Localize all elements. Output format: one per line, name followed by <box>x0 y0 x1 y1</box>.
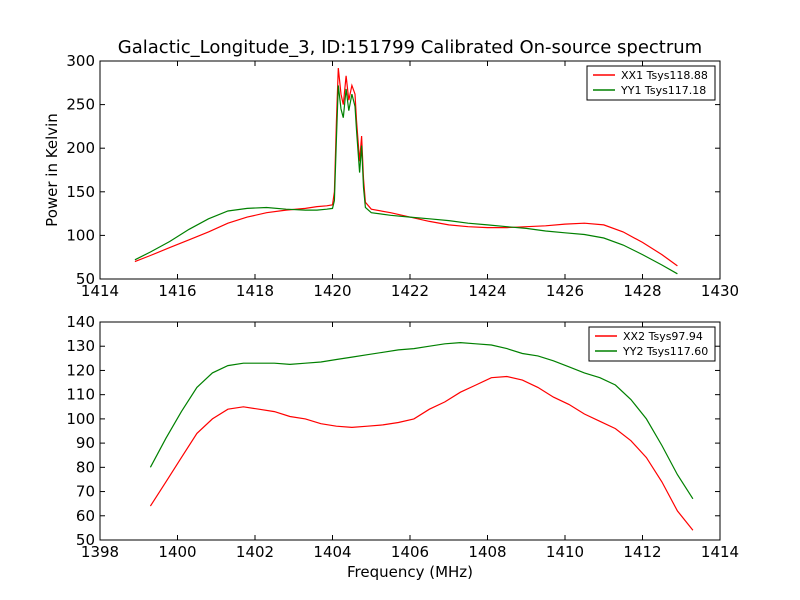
y-tick-label: 250 <box>66 96 95 114</box>
y-tick-label: 60 <box>76 507 95 525</box>
top-panel: 1414 1416 1418 1420 1422 1424 1426 1428 1430 50 10… <box>43 52 739 300</box>
x-tick-label: 1404 <box>313 543 351 561</box>
x-tick-label: 1430 <box>701 282 739 300</box>
x-tick-label: 1420 <box>313 282 351 300</box>
y-tick-label: 100 <box>66 226 95 244</box>
x-tick-label: 1412 <box>623 543 661 561</box>
legend-label: YY2 Tsys117.60 <box>622 345 708 358</box>
legend-label: XX2 Tsys97.94 <box>623 330 703 343</box>
x-tick-label: 1408 <box>468 543 506 561</box>
x-tick-label: 1402 <box>236 543 274 561</box>
y-tick-label: 120 <box>66 361 95 379</box>
bottom-panel: 1398 1400 1402 1404 1406 1408 1410 1412 1414 50 60… <box>66 313 739 561</box>
x-tick-label: 1416 <box>158 282 196 300</box>
legend-box <box>586 65 716 101</box>
y-tick-label: 90 <box>76 434 95 452</box>
series-line-yy2 <box>149 341 694 500</box>
x-tick-label: 1428 <box>623 282 661 300</box>
legend-label: XX1 Tsys118.88 <box>621 69 708 82</box>
y-tick-label: 50 <box>76 270 95 288</box>
x-tick-label: 1406 <box>391 543 429 561</box>
series-line-xx1 <box>134 67 678 267</box>
y-axis-label: Power in Kelvin <box>43 113 61 227</box>
y-tick-label: 80 <box>76 458 95 476</box>
x-tick-label: 1424 <box>468 282 506 300</box>
chart-title: Galactic_Longitude_3, ID:151799 Calibrat… <box>118 37 702 58</box>
y-tick-label: 130 <box>66 337 95 355</box>
x-tick-label: 1422 <box>391 282 429 300</box>
y-tick-label: 150 <box>66 183 95 201</box>
y-tick-label: 110 <box>66 386 95 404</box>
y-tick-label: 100 <box>66 410 95 428</box>
y-tick-label: 200 <box>66 139 95 157</box>
series-line-xx2 <box>149 375 694 531</box>
y-tick-label: 140 <box>66 313 95 331</box>
y-tick-label: 300 <box>66 52 95 70</box>
x-axis-label: Frequency (MHz) <box>347 563 473 581</box>
legend-label: YY1 Tsys117.18 <box>620 84 706 97</box>
x-tick-label: 1414 <box>81 282 119 300</box>
y-tick-label: 50 <box>76 531 95 549</box>
legend-box <box>588 326 716 362</box>
y-tick-label: 70 <box>76 483 95 501</box>
series-line-yy1 <box>134 85 678 275</box>
x-tick-label: 1418 <box>236 282 274 300</box>
x-tick-label: 1414 <box>701 543 739 561</box>
x-tick-label: 1426 <box>546 282 584 300</box>
x-tick-label: 1398 <box>81 543 119 561</box>
x-tick-label: 1400 <box>158 543 196 561</box>
x-tick-label: 1410 <box>546 543 584 561</box>
